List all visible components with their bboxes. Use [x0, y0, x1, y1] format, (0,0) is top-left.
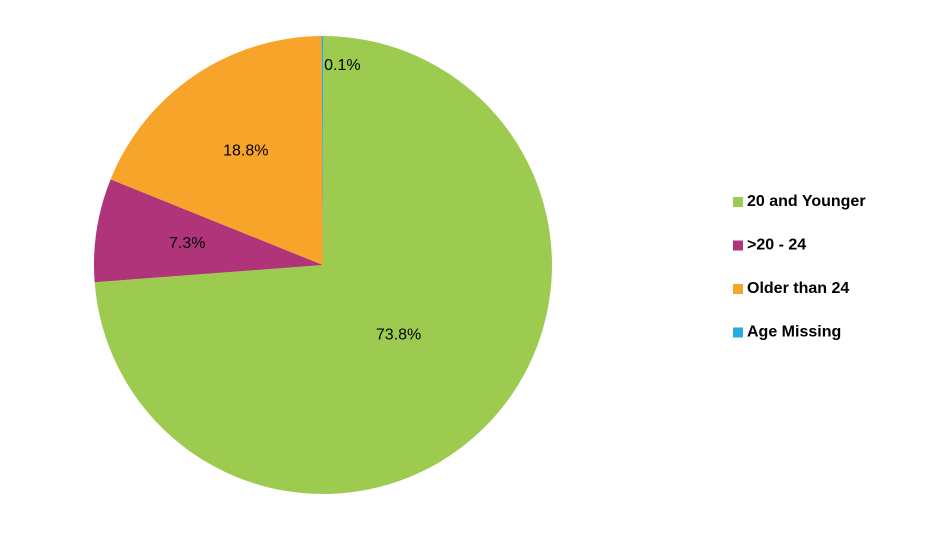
legend-label: Age Missing — [747, 324, 841, 341]
pie-slice — [94, 36, 553, 494]
legend-swatch — [733, 284, 743, 294]
legend-swatch — [733, 240, 743, 251]
data-label: 73.8% — [376, 326, 421, 343]
legend-label: 20 and Younger — [747, 193, 866, 210]
data-label: 0.1% — [324, 57, 360, 74]
pie-slice — [94, 179, 323, 283]
data-label: 18.8% — [223, 143, 268, 160]
legend-label: Older than 24 — [747, 280, 849, 297]
pie-slice — [110, 36, 324, 266]
legend-swatch — [733, 197, 743, 207]
legend-label: >20 - 24 — [747, 237, 806, 254]
pie-slice — [321, 36, 323, 265]
legend-swatch — [733, 327, 743, 338]
data-label: 7.3% — [169, 235, 205, 252]
